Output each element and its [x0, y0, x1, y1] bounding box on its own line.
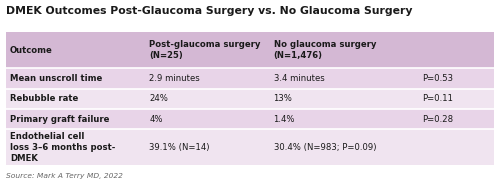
Bar: [418, 89, 494, 109]
Bar: [270, 68, 418, 89]
Bar: [418, 32, 494, 68]
Bar: [270, 32, 418, 68]
Text: Source: Mark A Terry MD, 2022: Source: Mark A Terry MD, 2022: [6, 173, 123, 179]
Bar: [145, 68, 270, 89]
Text: P=0.11: P=0.11: [422, 94, 454, 103]
Text: Outcome: Outcome: [10, 46, 53, 55]
Bar: [270, 109, 418, 130]
Bar: [270, 130, 418, 165]
Bar: [6, 68, 145, 89]
Bar: [6, 89, 145, 109]
Bar: [145, 109, 270, 130]
Bar: [418, 68, 494, 89]
Bar: [418, 109, 494, 130]
Text: 13%: 13%: [274, 94, 292, 103]
Text: Primary graft failure: Primary graft failure: [10, 115, 110, 124]
Text: 24%: 24%: [149, 94, 168, 103]
Text: Endothelial cell
loss 3–6 months post-
DMEK: Endothelial cell loss 3–6 months post- D…: [10, 132, 116, 163]
Text: Post-glaucoma surgery
(N=25): Post-glaucoma surgery (N=25): [149, 40, 260, 60]
Text: P=0.28: P=0.28: [422, 115, 454, 124]
Text: Rebubble rate: Rebubble rate: [10, 94, 78, 103]
Text: 4%: 4%: [149, 115, 162, 124]
Text: P=0.53: P=0.53: [422, 74, 454, 83]
Bar: [6, 130, 145, 165]
Text: Mean unscroll time: Mean unscroll time: [10, 74, 102, 83]
Bar: [418, 130, 494, 165]
Bar: [145, 130, 270, 165]
Bar: [6, 32, 145, 68]
Text: 1.4%: 1.4%: [274, 115, 295, 124]
Bar: [145, 89, 270, 109]
Text: 3.4 minutes: 3.4 minutes: [274, 74, 324, 83]
Bar: [6, 109, 145, 130]
Bar: [270, 89, 418, 109]
Bar: [145, 32, 270, 68]
Text: No glaucoma surgery
(N=1,476): No glaucoma surgery (N=1,476): [274, 40, 376, 60]
Text: 2.9 minutes: 2.9 minutes: [149, 74, 200, 83]
Text: 39.1% (N=14): 39.1% (N=14): [149, 143, 210, 152]
Text: 30.4% (N=983; P=0.09): 30.4% (N=983; P=0.09): [274, 143, 376, 152]
Text: DMEK Outcomes Post-Glaucoma Surgery vs. No Glaucoma Surgery: DMEK Outcomes Post-Glaucoma Surgery vs. …: [6, 6, 412, 16]
